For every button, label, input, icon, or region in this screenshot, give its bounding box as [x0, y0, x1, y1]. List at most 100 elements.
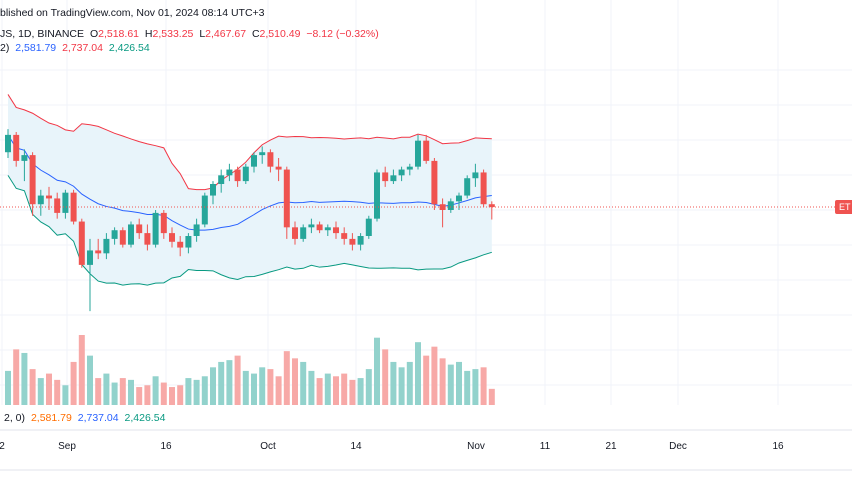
x-tick-label: Oct [260, 441, 276, 452]
candle-body [136, 224, 143, 234]
candle-body [259, 152, 266, 156]
volume-legend: 2, 0) 2,581.79 2,737.04 2,426.54 [4, 411, 168, 425]
volume-bar [62, 385, 69, 405]
volume-bar [480, 367, 487, 405]
candle-body [308, 224, 315, 228]
candle-body [316, 224, 323, 231]
x-tick-label: 2 [0, 441, 5, 452]
close-label: C [251, 28, 260, 40]
candle-body [365, 218, 372, 236]
published-text: blished on TradingView.com, Nov 01, 2024… [0, 7, 265, 19]
candle-body [242, 166, 249, 182]
vol-upper-value: 2,737.04 [77, 412, 119, 424]
volume-bar [316, 378, 323, 405]
candle-body [349, 238, 356, 245]
volume-bar [292, 358, 298, 405]
volume-bar [415, 342, 421, 405]
candle-body [456, 195, 462, 202]
candle-body [488, 204, 495, 208]
x-tick-label: 11 [540, 441, 551, 452]
x-tick-label: 21 [605, 441, 617, 452]
volume-bar [382, 349, 389, 405]
low-label: L [199, 28, 206, 40]
volume-bar [95, 378, 102, 405]
volume-bar [439, 358, 446, 405]
published-line: blished on TradingView.com, Nov 01, 2024… [0, 6, 268, 20]
candle-body [423, 140, 430, 161]
volume-bar [423, 355, 430, 405]
price-tag-label: ET [839, 202, 851, 212]
candle-body [431, 160, 438, 205]
volume-bar [390, 361, 397, 405]
x-tick-label: 14 [350, 441, 362, 452]
volume-bar [472, 369, 479, 405]
volume-bar [275, 376, 282, 405]
bb-lower-value: 2,426.54 [108, 42, 150, 54]
candle-body [193, 224, 200, 236]
volume-bar [29, 369, 36, 405]
candle-body [472, 172, 479, 179]
volume-bar [103, 373, 110, 405]
volume-bar [259, 367, 266, 405]
vol-params: 2, 0) [4, 412, 26, 424]
candle-body [464, 178, 471, 196]
volume-bar [136, 387, 143, 405]
symbol-text: JS, 1D, BINANCE [0, 28, 85, 40]
bb-basis-value: 2,581.79 [15, 42, 57, 54]
volume-bar [283, 351, 290, 405]
candle-body [87, 250, 93, 265]
candle-body [374, 172, 380, 219]
volume-bar [177, 385, 184, 405]
candle-body [382, 172, 389, 182]
volume-bar [431, 346, 438, 405]
change-value: −8.12 (−0.32%) [306, 28, 379, 40]
price-tag [835, 199, 852, 214]
bb-params: 2) [0, 42, 10, 54]
high-value: 2,533.25 [152, 28, 194, 40]
volume-bar [333, 376, 339, 405]
candle-body [70, 192, 77, 222]
vol-lower-value: 2,426.54 [124, 412, 166, 424]
candle-body [398, 169, 405, 176]
volume-bar [226, 360, 233, 405]
volume-bar [111, 382, 118, 405]
volume-bar [169, 387, 175, 405]
volume-bar [37, 378, 44, 405]
volume-bar [46, 373, 52, 405]
bb-lower-line [7, 175, 492, 286]
open-label: O [89, 28, 99, 40]
volume-bar [128, 379, 134, 405]
low-value: 2,467.67 [205, 28, 247, 40]
open-value: 2,518.61 [98, 28, 139, 40]
volume-bar [234, 355, 241, 405]
volume-bar [456, 361, 462, 405]
candle-body [292, 227, 298, 239]
bb-legend: 2) 2,581.79 2,737.04 2,426.54 [0, 41, 153, 55]
volume-bar [201, 376, 208, 405]
candle-body [152, 212, 159, 245]
x-tick-label: Sep [58, 441, 76, 452]
x-tick-label: 16 [160, 441, 172, 452]
volume-bar [78, 335, 85, 405]
candle-body [324, 227, 331, 231]
high-label: H [144, 28, 153, 40]
candle-body [415, 140, 421, 167]
volume-bar [193, 379, 200, 405]
candle-body [234, 169, 241, 182]
volume-bar [341, 373, 348, 405]
volume-bar [365, 369, 372, 405]
candle-body [95, 250, 102, 254]
candle-body [144, 233, 151, 245]
candle-body [169, 233, 175, 242]
candle-body [185, 236, 192, 248]
volume-bar [87, 355, 93, 405]
volume-bar [242, 370, 249, 405]
candle-body [267, 152, 274, 167]
volume-bar [21, 352, 28, 405]
volume-bar [185, 378, 192, 405]
volume-bar [324, 373, 331, 405]
candle-body [177, 241, 184, 248]
volume-bar [357, 378, 364, 405]
candle-body [62, 192, 69, 213]
